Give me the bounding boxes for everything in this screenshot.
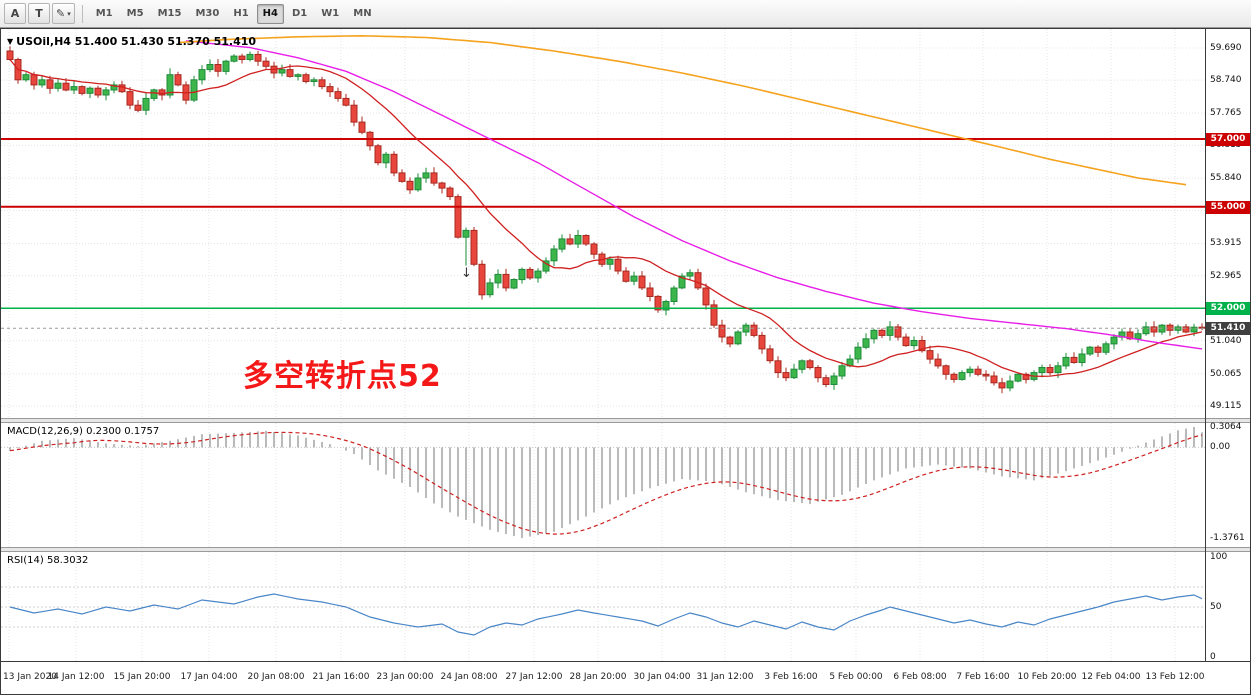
current-price-tag: 51.410 [1206,322,1250,335]
time-axis-label: 7 Feb 16:00 [956,672,1010,682]
symbol-ohlc-label: ▼ USOil,H4 51.400 51.430 51.370 51.410 [7,35,256,48]
time-axis-label: 30 Jan 04:00 [633,672,691,682]
panel-splitter[interactable] [1,418,1250,423]
rsi-axis-label: 100 [1210,552,1228,562]
main-chart-canvas[interactable] [1,29,1205,418]
time-axis-label: 23 Jan 00:00 [376,672,434,682]
draw-tool-dropdown-button[interactable]: ✎ ▾ [52,3,75,24]
timeframe-button-m1[interactable]: M1 [95,8,113,19]
time-axis-label: 27 Jan 12:00 [505,672,563,682]
candles-group [6,46,1205,394]
time-axis-label: 3 Feb 16:00 [764,672,818,682]
rsi-axis-label: 0 [1210,652,1216,662]
toolbar-separator [81,4,83,23]
price-axis-label: 52.965 [1210,271,1242,281]
pencil-icon: ✎ [56,7,66,20]
hline-price-tag: 57.000 [1206,133,1250,146]
time-axis-label: 24 Jan 08:00 [440,672,498,682]
timeframe-button-m30[interactable]: M30 [195,8,220,19]
timeframe-button-m5[interactable]: M5 [126,8,144,19]
annotation-tool-button[interactable]: A [4,3,26,24]
price-axis-label: 59.690 [1210,43,1242,53]
hline-price-tag: 55.000 [1206,201,1250,214]
panel-splitter[interactable] [1,547,1250,552]
chevron-down-icon: ▾ [67,9,71,18]
rsi-canvas[interactable] [1,552,1205,661]
collapse-icon[interactable]: ▼ [7,37,14,46]
price-axis-label: 58.740 [1210,75,1242,85]
rsi-label: RSI(14) 58.3032 [7,555,89,566]
time-axis-label: 28 Jan 20:00 [569,672,627,682]
price-axis-label: 50.065 [1210,369,1242,379]
timeframe-button-h4[interactable]: H4 [256,3,284,24]
timeframe-button-d1[interactable]: D1 [291,8,308,19]
time-axis-label: 13 Feb 12:00 [1145,672,1205,682]
price-axis-border [1205,29,1206,661]
time-axis-label: 20 Jan 08:00 [247,672,305,682]
time-axis[interactable]: 13 Jan 2020 14 Jan 12:00 15 Jan 20:00 17 Ja… [1,661,1250,694]
hline-price-tag: 52.000 [1206,302,1250,315]
time-axis-label: 6 Feb 08:00 [893,672,947,682]
time-axis-label: 12 Feb 04:00 [1081,672,1141,682]
price-axis-label: 57.765 [1210,108,1242,118]
price-axis-label: 51.040 [1210,336,1242,346]
timeframe-button-h1[interactable]: H1 [233,8,249,19]
timeframe-button-w1[interactable]: W1 [321,8,340,19]
rsi-axis-label: 50 [1210,602,1222,612]
down-arrow-marker: ↓ [461,266,472,281]
macd-axis-label: 0.00 [1210,442,1231,452]
time-axis-label: 21 Jan 16:00 [312,672,370,682]
chart-window: ▼ USOil,H4 51.400 51.430 51.370 51.410 多空… [0,28,1251,695]
time-axis-label: 13 Jan 2020 [3,672,57,682]
toolbar: A T ✎ ▾ M1 M5 M15 M30 H1 H4 D1 W1 MN [0,0,1251,28]
macd-axis-label: 0.3064 [1210,422,1242,432]
text-tool-button[interactable]: T [28,3,50,24]
time-axis-label: 14 Jan 12:00 [47,672,105,682]
price-axis-label: 49.115 [1210,401,1242,411]
macd-histogram [9,427,1203,539]
time-axis-label: 10 Feb 20:00 [1017,672,1077,682]
time-axis-label: 17 Jan 04:00 [180,672,238,682]
timeframe-button-m15[interactable]: M15 [157,8,182,19]
symbol-ohlc-text: USOil,H4 51.400 51.430 51.370 51.410 [16,35,257,48]
macd-label: MACD(12,26,9) 0.2300 0.1757 [7,426,160,437]
price-axis-label: 55.840 [1210,173,1242,183]
timeframe-selector: M1 M5 M15 M30 H1 H4 D1 W1 MN [90,3,378,24]
time-axis-label: 31 Jan 12:00 [696,672,754,682]
time-axis-label: 15 Jan 20:00 [113,672,171,682]
timeframe-button-mn[interactable]: MN [353,8,372,19]
price-axis-label: 53.915 [1210,238,1242,248]
time-axis-label: 5 Feb 00:00 [829,672,883,682]
macd-axis-label: -1.3761 [1210,533,1245,543]
macd-canvas[interactable] [1,423,1205,547]
chart-annotation: 多空转折点52 [243,359,442,394]
